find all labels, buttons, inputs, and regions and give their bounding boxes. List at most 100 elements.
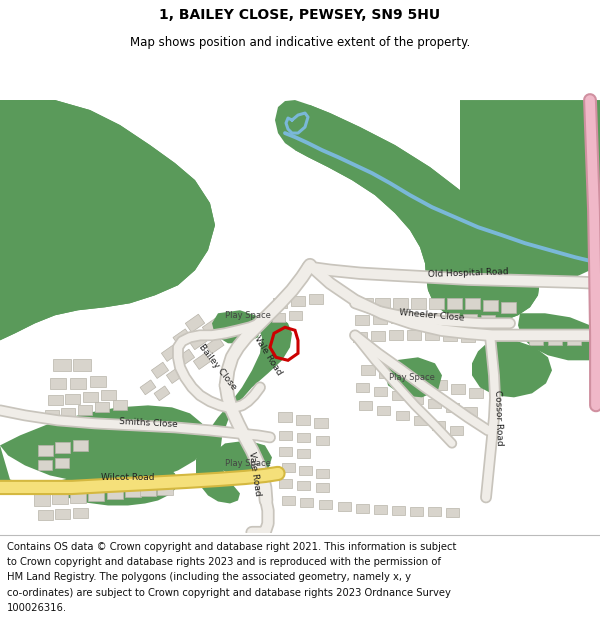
Bar bbox=[445, 508, 458, 517]
Bar bbox=[83, 392, 97, 402]
Bar bbox=[107, 488, 123, 499]
Bar bbox=[392, 391, 404, 400]
Bar bbox=[395, 411, 409, 420]
Polygon shape bbox=[472, 340, 552, 398]
Bar bbox=[61, 408, 75, 418]
Bar bbox=[431, 421, 445, 430]
Bar bbox=[151, 362, 169, 379]
Bar bbox=[52, 492, 68, 504]
Bar bbox=[409, 313, 423, 323]
Polygon shape bbox=[0, 100, 215, 340]
Bar bbox=[193, 353, 211, 369]
Text: Map shows position and indicative extent of the property.: Map shows position and indicative extent… bbox=[130, 36, 470, 49]
Text: Contains OS data © Crown copyright and database right 2021. This information is : Contains OS data © Crown copyright and d… bbox=[7, 542, 457, 552]
Bar bbox=[55, 458, 69, 468]
Bar bbox=[355, 383, 368, 392]
Text: Wilcot Road: Wilcot Road bbox=[101, 473, 155, 482]
Bar bbox=[361, 366, 375, 376]
Bar bbox=[38, 461, 52, 471]
Bar bbox=[482, 300, 497, 311]
Bar bbox=[529, 335, 543, 345]
Bar bbox=[481, 315, 495, 325]
Bar bbox=[337, 502, 350, 511]
Bar bbox=[37, 445, 53, 456]
Bar bbox=[353, 332, 367, 342]
Bar bbox=[415, 376, 429, 386]
Bar bbox=[185, 314, 205, 332]
Bar bbox=[355, 315, 369, 325]
Text: to Crown copyright and database rights 2023 and is reproduced with the permissio: to Crown copyright and database rights 2… bbox=[7, 557, 441, 567]
Bar bbox=[449, 426, 463, 435]
Bar bbox=[358, 298, 373, 309]
Polygon shape bbox=[275, 100, 540, 323]
Text: Smiths Close: Smiths Close bbox=[118, 418, 178, 429]
Text: Play Space: Play Space bbox=[225, 311, 271, 320]
Bar bbox=[140, 484, 156, 496]
Bar bbox=[281, 496, 295, 505]
Bar bbox=[407, 330, 421, 340]
Text: HM Land Registry. The polygons (including the associated geometry, namely x, y: HM Land Registry. The polygons (includin… bbox=[7, 572, 411, 582]
Bar bbox=[443, 331, 457, 341]
Bar bbox=[371, 331, 385, 341]
Bar bbox=[409, 507, 422, 516]
Polygon shape bbox=[0, 100, 215, 340]
Bar bbox=[309, 294, 323, 304]
Text: Old Hospital Road: Old Hospital Road bbox=[427, 268, 509, 279]
Bar bbox=[161, 345, 179, 361]
Bar bbox=[278, 431, 292, 440]
Bar bbox=[278, 447, 292, 456]
Bar bbox=[173, 329, 191, 346]
Bar bbox=[409, 395, 422, 404]
Text: Cossor Road: Cossor Road bbox=[493, 389, 503, 446]
Bar bbox=[289, 311, 302, 320]
Bar bbox=[446, 298, 461, 309]
Polygon shape bbox=[0, 345, 208, 484]
Bar bbox=[45, 411, 59, 421]
Bar bbox=[355, 504, 368, 513]
Bar bbox=[90, 376, 106, 387]
Bar bbox=[88, 489, 104, 501]
Bar bbox=[567, 335, 581, 345]
Text: 1, BAILEY CLOSE, PEWSEY, SN9 5HU: 1, BAILEY CLOSE, PEWSEY, SN9 5HU bbox=[160, 8, 440, 22]
Bar bbox=[101, 391, 115, 401]
Polygon shape bbox=[518, 313, 600, 361]
Polygon shape bbox=[0, 446, 178, 506]
Bar bbox=[70, 378, 86, 389]
Bar bbox=[359, 401, 371, 410]
Bar bbox=[202, 318, 222, 336]
Bar bbox=[374, 298, 389, 309]
Text: Bailey Close: Bailey Close bbox=[197, 342, 239, 392]
Bar bbox=[316, 436, 329, 445]
Bar bbox=[464, 407, 476, 416]
Bar bbox=[291, 296, 305, 306]
Bar bbox=[316, 483, 329, 492]
Bar bbox=[34, 494, 50, 506]
Bar bbox=[377, 406, 389, 415]
Bar bbox=[206, 337, 224, 354]
Polygon shape bbox=[295, 100, 600, 323]
Text: Play Space: Play Space bbox=[225, 459, 271, 468]
Bar bbox=[281, 463, 295, 472]
Bar bbox=[319, 500, 331, 509]
Text: 100026316.: 100026316. bbox=[7, 602, 67, 612]
Bar bbox=[113, 401, 127, 411]
Bar bbox=[296, 481, 310, 490]
Bar bbox=[397, 372, 411, 382]
Polygon shape bbox=[385, 357, 442, 398]
Bar bbox=[548, 335, 562, 345]
Polygon shape bbox=[212, 310, 262, 343]
Bar bbox=[178, 349, 194, 366]
Bar bbox=[463, 314, 477, 324]
Bar bbox=[70, 491, 86, 504]
Bar bbox=[73, 440, 88, 451]
Bar bbox=[389, 330, 403, 340]
Bar bbox=[433, 381, 447, 391]
Bar bbox=[469, 388, 483, 398]
Bar bbox=[299, 498, 313, 507]
Bar bbox=[47, 396, 62, 406]
Bar bbox=[379, 368, 393, 378]
Bar bbox=[299, 466, 311, 475]
Bar bbox=[500, 302, 515, 312]
Bar bbox=[410, 298, 425, 309]
Bar bbox=[273, 298, 287, 308]
